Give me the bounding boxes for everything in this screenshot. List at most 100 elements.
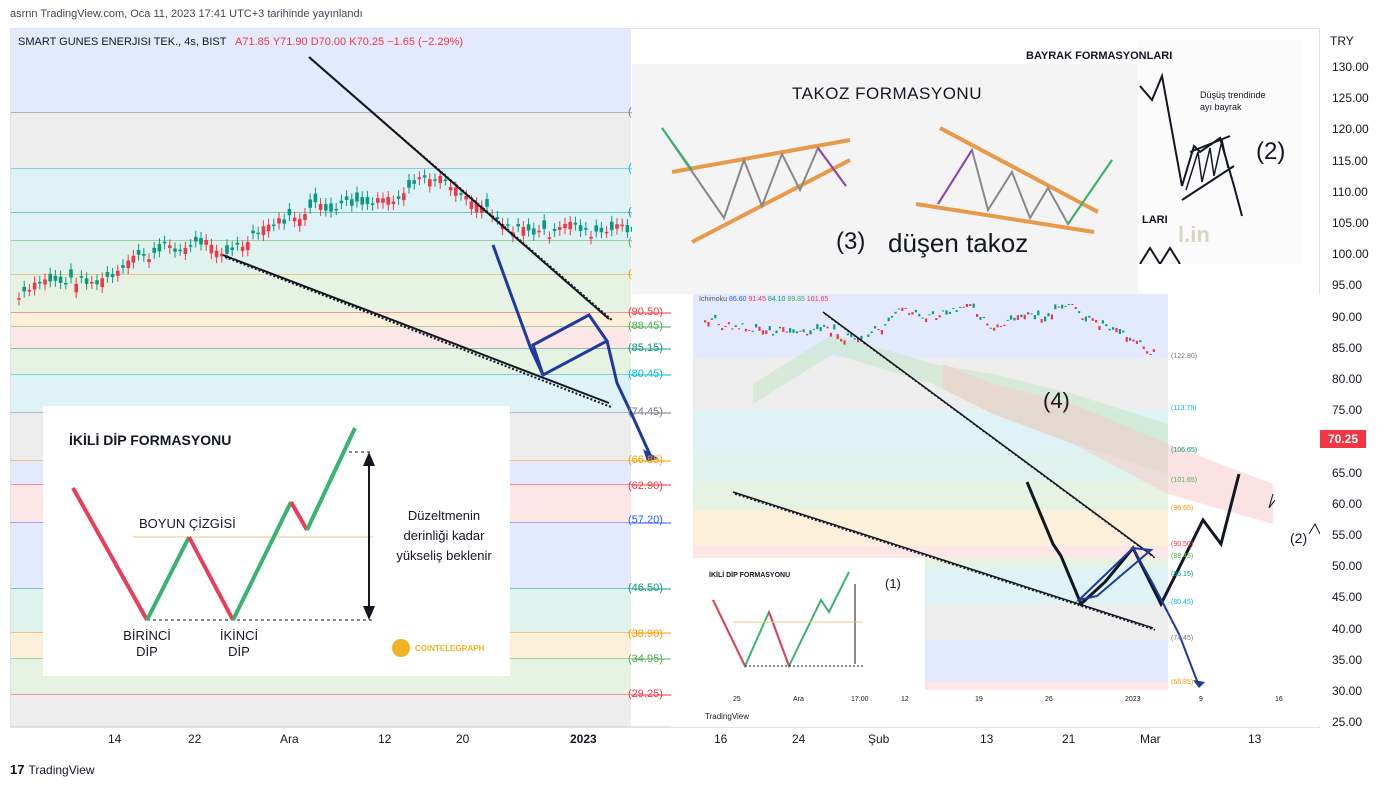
inset-candle [1115,328,1118,333]
ikili-note1: Düzeltmenin [407,508,481,523]
candle [266,218,271,238]
inset-candle [853,338,856,340]
inset-candle [1033,315,1036,320]
candle [599,221,604,239]
symbol-legend[interactable]: SMART GUNES ENERJISI TEK., 4s, BIST A71.… [18,36,463,48]
candle [282,213,286,230]
inset-candle [1067,303,1070,305]
time-tick: 2023 [570,732,597,746]
candle [74,277,78,299]
inset-candle [826,326,829,329]
candle [370,197,375,211]
price-tick: 65.00 [1332,465,1363,480]
candle [552,223,557,238]
bayrak-panel: BAYRAK FORMASYONLARI Düşüş trendinde ayı… [1026,40,1302,264]
fib-level-label: (57.20) [628,514,663,526]
inset-candle [727,322,730,325]
candle [480,200,484,219]
tv-logo-icon: 17 [10,762,25,777]
bayrak-title: BAYRAK FORMASYONLARI [1026,50,1173,62]
inset-candle [755,323,758,328]
inset-candle [955,310,958,312]
candle [308,193,312,214]
inset-candle [738,328,741,330]
candle [131,249,136,269]
candle [360,191,364,211]
inset-candle [965,304,968,307]
inset-candle [908,313,911,315]
inset-chart[interactable]: Ichimoku 86.60 91.45 84.10 89.85 101.65 … [693,294,1320,726]
candle [204,233,208,251]
price-tick: 130.00 [1332,60,1369,74]
inset-candle [761,330,764,335]
price-axis[interactable]: TRY 130.00 125.00 120.00 115.00 110.00 105.00… [1320,28,1386,729]
inset-candle [823,324,826,327]
tradingview-footer[interactable]: 17 TradingView [10,762,95,777]
price-tick: 45.00 [1332,590,1363,605]
time-tick: 14 [108,732,122,746]
candle [298,213,302,232]
candle [152,241,156,259]
inset-x-tick: 9 [1199,696,1203,703]
candle [100,272,104,294]
candle [339,194,344,210]
candle [391,195,396,211]
inset-fib-label: (106.65) [1171,447,1198,454]
inset-candle [785,331,788,333]
candle [32,276,37,296]
candle [147,253,151,269]
candle [79,270,84,284]
candle [334,202,338,216]
time-axis[interactable]: 14 22 Ara 12 20 2023 16 24 Şub 13 21 Mar 13 [10,727,1318,747]
inset-tv-logo: TradingView [705,712,750,721]
candle [110,267,115,283]
inset-fib-label: (66.85) [1171,679,1194,686]
candle [292,211,297,228]
inset-candle [979,317,982,320]
candle [355,186,359,208]
inset-fib-label: (85.15) [1171,571,1194,578]
inset-candle [1095,319,1098,323]
change-value: −1.65 (−2.29%) [387,36,464,48]
candle [277,212,281,230]
candle [178,243,182,256]
inset-fib-label: (90.50) [1171,541,1194,548]
bayrak-number: (2) [1256,138,1286,165]
ikili-note3: yükseliş beklenir [396,548,492,563]
price-tick: 115.00 [1332,153,1368,168]
inset-candle [996,324,999,328]
inset-candle [1013,317,1016,321]
candle [521,220,526,242]
inset-candle [1054,304,1057,310]
inset-candle [925,318,928,323]
candle [625,219,630,239]
candle [121,259,125,274]
takoz-title: TAKOZ FORMASYONU [792,84,982,103]
publish-header: asrnn TradingView.com, Oca 11, 2023 17:4… [10,8,363,20]
dip1-label: BİRİNCİ DİP [123,628,171,659]
candle [27,283,32,297]
high-value: Y71.90 [272,36,308,48]
candle [261,220,266,242]
candle [412,174,416,190]
time-tick: 13 [1248,732,1262,746]
candle [272,218,276,232]
inset-candle [1084,316,1087,322]
candle [230,241,234,257]
inset-candle [1132,339,1135,342]
inset-candle [812,328,815,330]
inset-candle [972,303,975,308]
neck-label: BOYUN ÇİZGİSİ [139,516,236,531]
bayrak-svg [1139,72,1243,264]
fib-level-label: (74.45) [628,406,663,418]
time-tick: 22 [188,732,202,746]
fib-level-label: (80.45) [628,368,663,380]
inset-candle [1030,313,1033,315]
close-value: K70.25 [349,36,385,48]
inset-candle [989,327,992,329]
candle [516,217,520,233]
symbol-name: SMART GUNES ENERJISI TEK., 4s, BIST [18,36,227,48]
candle [188,239,193,253]
low-value: D70.00 [310,36,347,48]
ikili-svg [71,427,410,657]
